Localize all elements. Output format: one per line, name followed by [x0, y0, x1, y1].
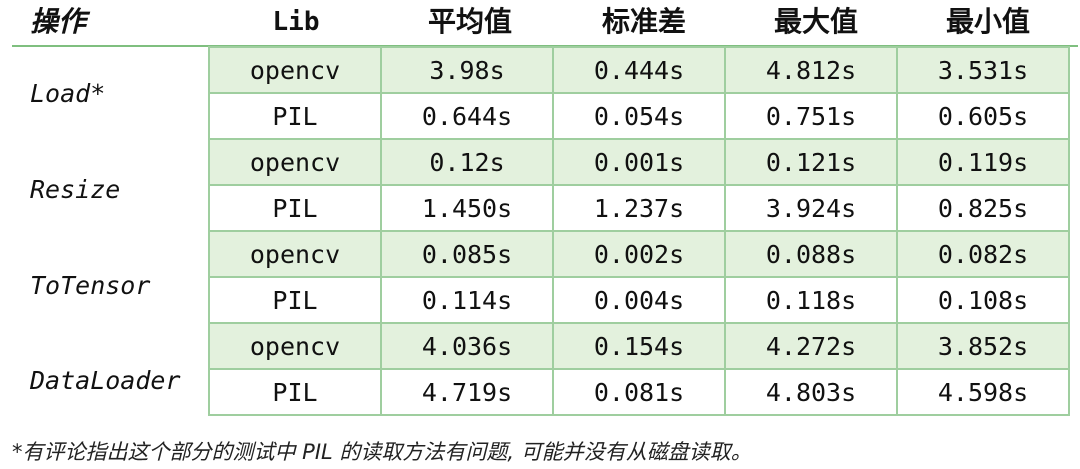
table-row: opencv 3.98s 0.444s 4.812s 3.531s: [208, 46, 1070, 94]
mean-cell: 4.036s: [380, 322, 554, 370]
table-row: PIL 4.719s 0.081s 4.803s 4.598s: [208, 368, 1070, 416]
std-cell: 0.054s: [552, 92, 726, 140]
min-cell: 0.119s: [896, 138, 1070, 186]
max-cell: 4.272s: [724, 322, 898, 370]
table-row: opencv 4.036s 0.154s 4.272s 3.852s: [208, 322, 1070, 370]
lib-cell: PIL: [208, 368, 382, 416]
mean-cell: 4.719s: [380, 368, 554, 416]
max-cell: 0.118s: [724, 276, 898, 324]
mean-cell: 0.644s: [380, 92, 554, 140]
std-cell: 0.444s: [552, 46, 726, 94]
max-cell: 0.121s: [724, 138, 898, 186]
lib-cell: PIL: [208, 92, 382, 140]
mean-cell: 1.450s: [380, 184, 554, 232]
table-row: PIL 0.114s 0.004s 0.118s 0.108s: [208, 276, 1070, 324]
header-lib: Lib: [272, 7, 320, 37]
min-cell: 0.605s: [896, 92, 1070, 140]
max-cell: 4.812s: [724, 46, 898, 94]
min-cell: 0.108s: [896, 276, 1070, 324]
mean-cell: 0.114s: [380, 276, 554, 324]
lib-cell: opencv: [208, 322, 382, 370]
op-label-load: Load*: [30, 79, 106, 108]
std-cell: 0.081s: [552, 368, 726, 416]
std-cell: 0.154s: [552, 322, 726, 370]
max-cell: 0.088s: [724, 230, 898, 278]
table-row: opencv 0.12s 0.001s 0.121s 0.119s: [208, 138, 1070, 186]
lib-cell: opencv: [208, 46, 382, 94]
max-cell: 3.924s: [724, 184, 898, 232]
min-cell: 0.825s: [896, 184, 1070, 232]
lib-cell: PIL: [208, 184, 382, 232]
mean-cell: 0.12s: [380, 138, 554, 186]
lib-cell: opencv: [208, 138, 382, 186]
header-rule: [12, 45, 1078, 47]
op-label-totensor: ToTensor: [30, 271, 151, 300]
lib-cell: opencv: [208, 230, 382, 278]
max-cell: 4.803s: [724, 368, 898, 416]
max-cell: 0.751s: [724, 92, 898, 140]
footnote: *有评论指出这个部分的测试中 PIL 的读取方法有问题, 可能并没有从磁盘读取。: [12, 440, 752, 464]
std-cell: 1.237s: [552, 184, 726, 232]
lib-cell: PIL: [208, 276, 382, 324]
op-label-dataloader: DataLoader: [30, 366, 181, 395]
header-min: 最小值: [945, 5, 1030, 38]
std-cell: 0.001s: [552, 138, 726, 186]
std-cell: 0.002s: [552, 230, 726, 278]
header-mean: 平均值: [427, 5, 512, 38]
benchmark-table: opencv 3.98s 0.444s 4.812s 3.531s PIL 0.…: [208, 46, 1070, 416]
op-label-resize: Resize: [30, 175, 121, 204]
min-cell: 4.598s: [896, 368, 1070, 416]
std-cell: 0.004s: [552, 276, 726, 324]
table-header: 操作 Lib 平均值 标准差 最大值 最小值: [0, 0, 1080, 44]
mean-cell: 0.085s: [380, 230, 554, 278]
header-operation: 操作: [30, 5, 87, 38]
min-cell: 3.852s: [896, 322, 1070, 370]
mean-cell: 3.98s: [380, 46, 554, 94]
header-std: 标准差: [601, 5, 686, 38]
table-row: PIL 1.450s 1.237s 3.924s 0.825s: [208, 184, 1070, 232]
table-row: PIL 0.644s 0.054s 0.751s 0.605s: [208, 92, 1070, 140]
table-row: opencv 0.085s 0.002s 0.088s 0.082s: [208, 230, 1070, 278]
min-cell: 3.531s: [896, 46, 1070, 94]
header-max: 最大值: [773, 5, 858, 38]
min-cell: 0.082s: [896, 230, 1070, 278]
